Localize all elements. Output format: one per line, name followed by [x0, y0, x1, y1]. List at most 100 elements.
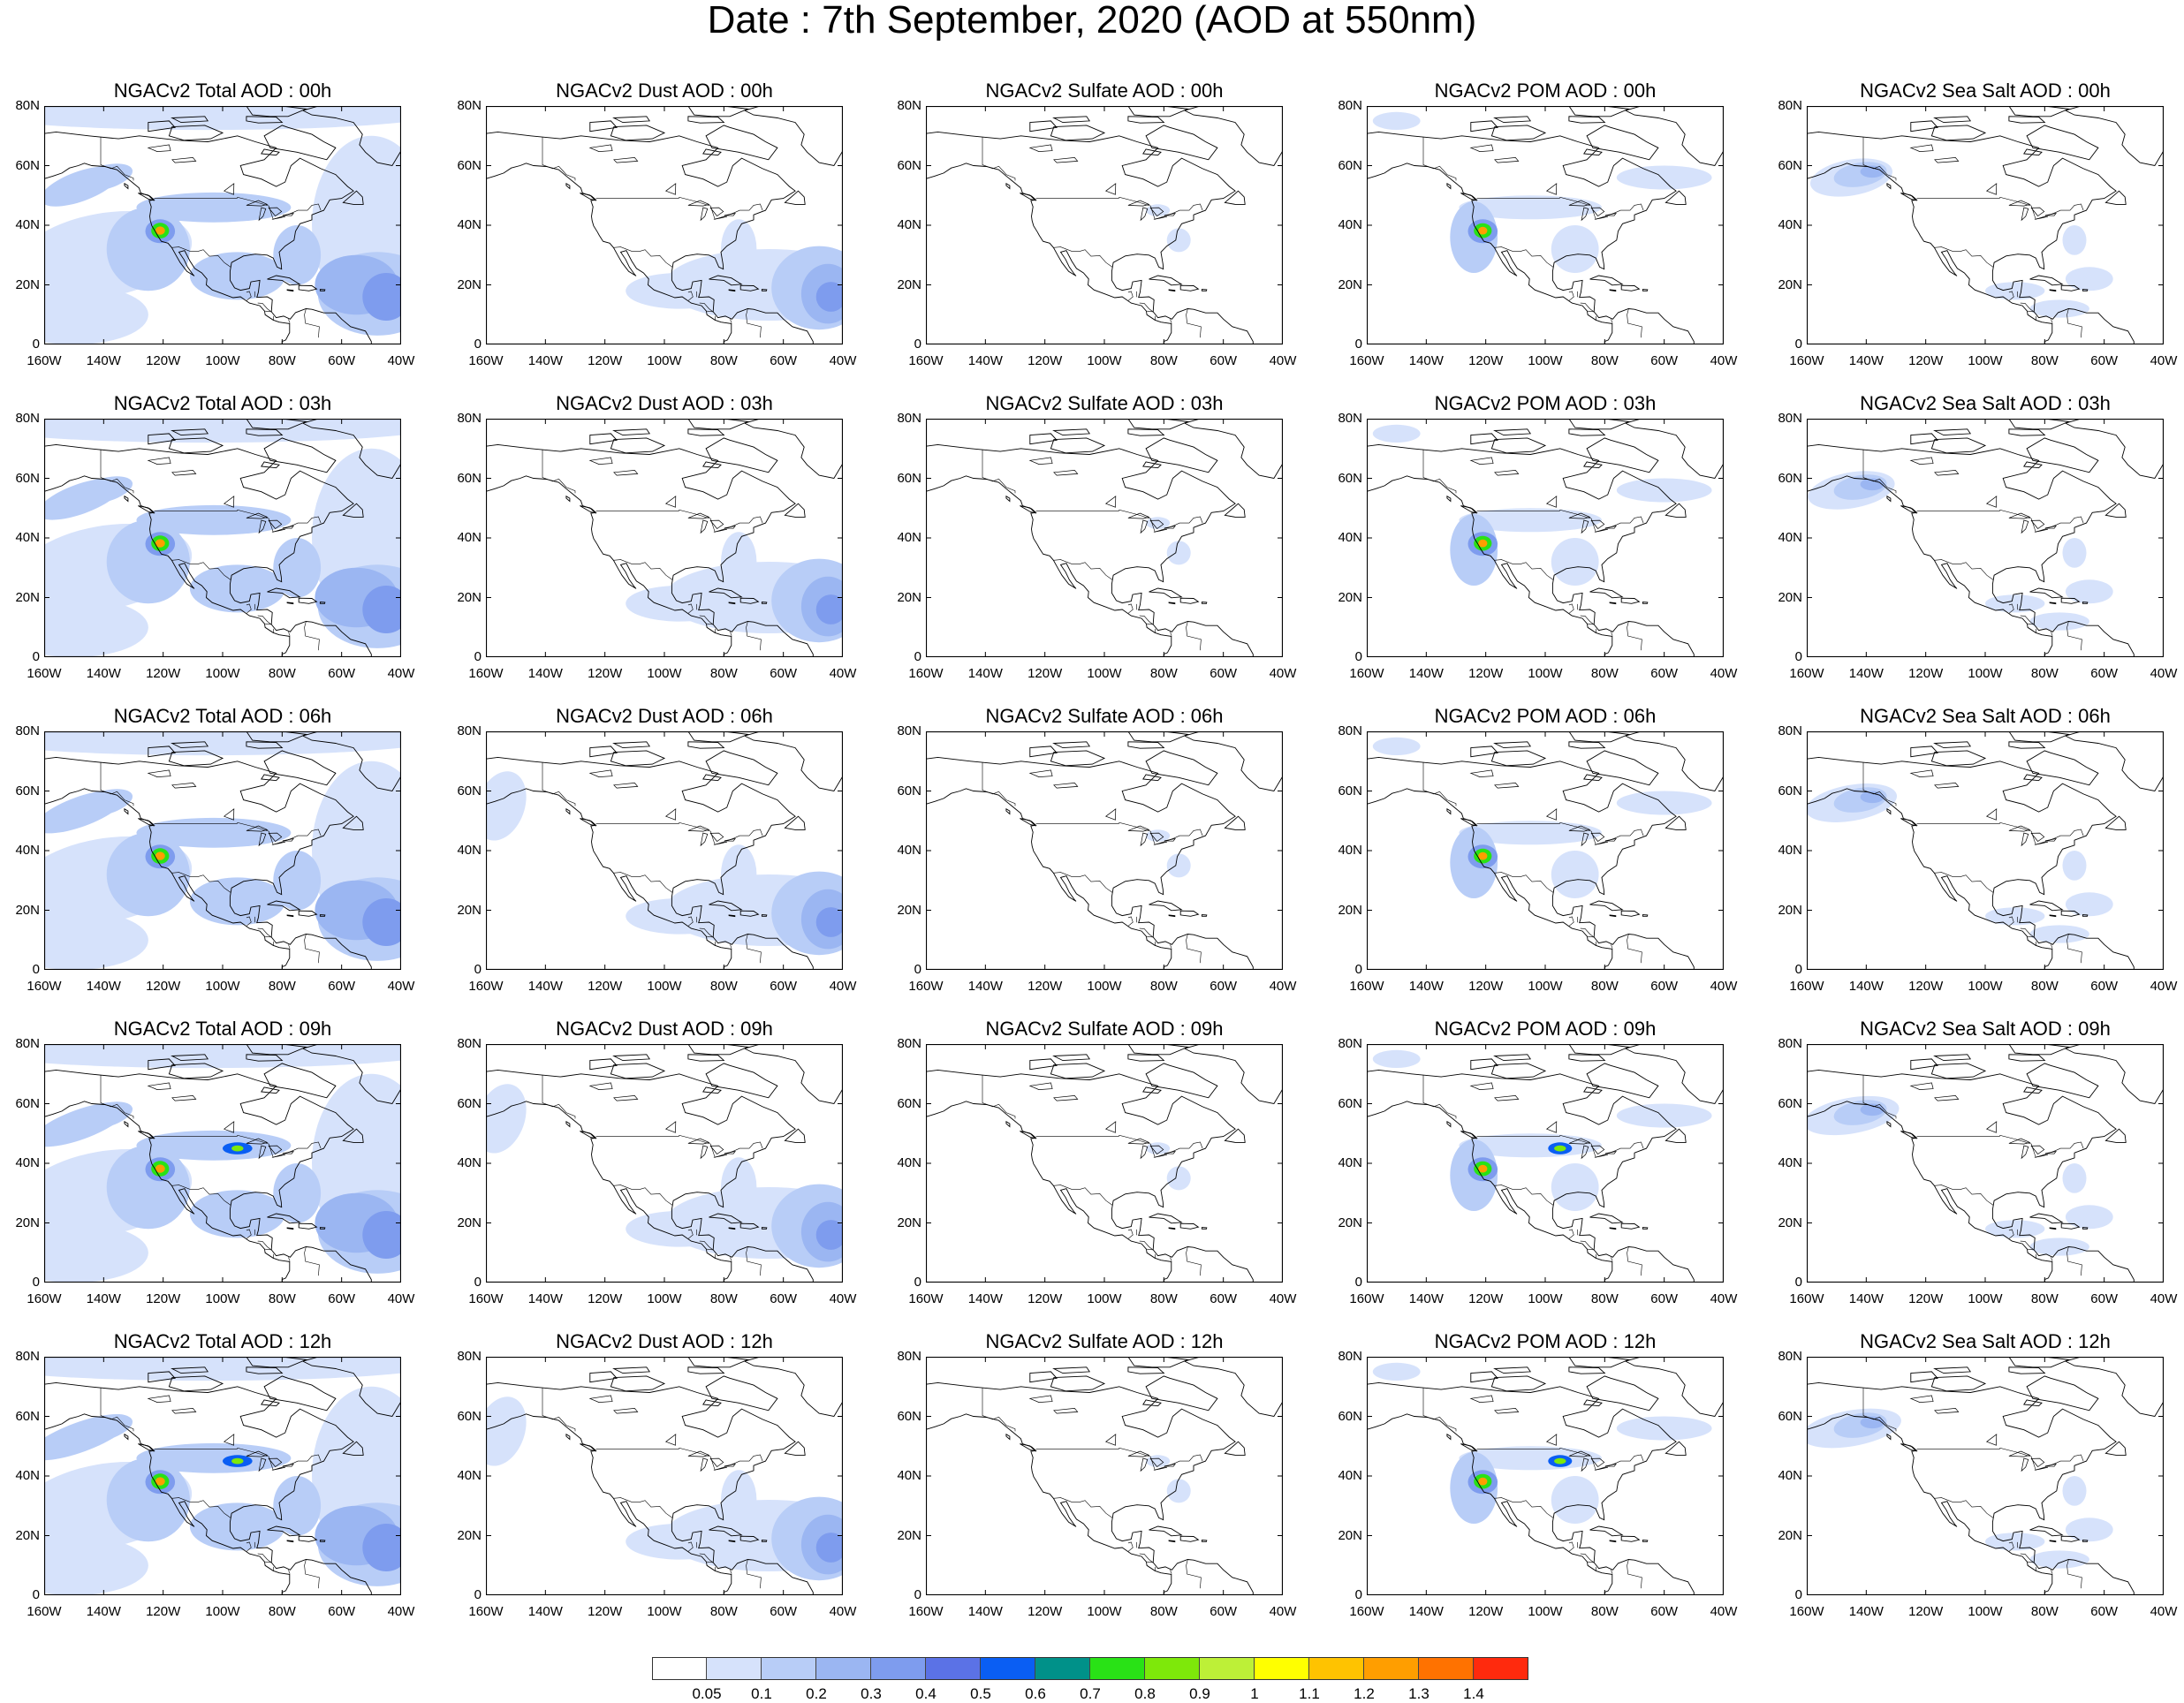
map-panel-sulfate-row3: NGACv2 Sulfate AOD : 09h 80N 60N 40N 20N 0 160… [882, 1018, 1323, 1309]
lat-tick-label: 40N [1778, 1468, 1802, 1483]
lon-tick-label: 40W [2150, 979, 2178, 994]
panel-title: NGACv2 Sea Salt AOD : 09h [1860, 1018, 2111, 1040]
lat-tick-label: 40N [1778, 530, 1802, 545]
lon-tick-label: 160W [27, 1291, 62, 1306]
lon-tick-label: 120W [1908, 353, 1944, 368]
lat-tick-label: 0 [914, 962, 921, 977]
lat-tick-label: 0 [32, 962, 40, 977]
main-title: Date : 7th September, 2020 (AOD at 550nm… [707, 0, 1477, 42]
lon-tick-label: 100W [1968, 979, 2003, 994]
aod-map [44, 106, 401, 344]
lon-tick-label: 120W [1028, 1604, 1063, 1619]
colorbar-label: 0.7 [1080, 1685, 1101, 1702]
colorbar-label: 1.2 [1354, 1685, 1375, 1702]
lat-tick-label: 40N [1338, 1155, 1362, 1170]
lat-tick-label: 0 [1794, 649, 1802, 664]
aod-map [1367, 1357, 1724, 1595]
lon-tick-label: 80W [2030, 666, 2059, 681]
lat-tick-label: 40N [457, 217, 482, 232]
lat-tick-label: 0 [1794, 337, 1802, 352]
lat-tick-label: 0 [1794, 962, 1802, 977]
lon-tick-label: 40W [1710, 1604, 1738, 1619]
lat-tick-label: 20N [1338, 276, 1362, 292]
map-panel-sulfate-row4: NGACv2 Sulfate AOD : 12h 80N 60N 40N 20N 0 160… [882, 1330, 1323, 1622]
lon-tick-label: 140W [527, 666, 563, 681]
lon-tick-label: 80W [268, 666, 296, 681]
lon-tick-label: 100W [647, 666, 682, 681]
lon-tick-label: 100W [647, 979, 682, 994]
lat-tick-label: 40N [1778, 1155, 1802, 1170]
aod-map [1367, 106, 1724, 344]
lon-tick-label: 100W [1528, 979, 1563, 994]
lon-tick-label: 40W [2150, 666, 2178, 681]
lat-tick-label: 20N [1338, 1527, 1362, 1543]
lon-tick-label: 60W [2090, 979, 2119, 994]
lat-tick-label: 80N [1778, 411, 1802, 426]
lat-tick-label: 20N [897, 1215, 921, 1230]
lon-tick-label: 60W [2090, 353, 2119, 368]
lon-tick-label: 160W [1789, 979, 1824, 994]
lat-tick-label: 40N [15, 217, 40, 232]
lon-tick-label: 80W [2030, 1291, 2059, 1306]
lat-tick-label: 40N [457, 1468, 482, 1483]
panel-title: NGACv2 POM AOD : 00h [1434, 79, 1657, 102]
lat-tick-label: 20N [897, 902, 921, 918]
lon-tick-label: 100W [1528, 666, 1563, 681]
lon-tick-label: 120W [1908, 979, 1944, 994]
panel-title: NGACv2 Total AOD : 03h [113, 392, 332, 414]
lon-tick-label: 120W [1468, 979, 1504, 994]
lon-tick-label: 100W [1968, 353, 2003, 368]
panel-title: NGACv2 Sulfate AOD : 12h [985, 1330, 1224, 1352]
aod-map [44, 1044, 401, 1283]
lat-tick-label: 20N [457, 276, 482, 292]
lat-tick-label: 0 [1794, 1587, 1802, 1602]
lat-tick-label: 40N [1778, 217, 1802, 232]
panel-title: NGACv2 Dust AOD : 12h [556, 1330, 773, 1352]
lat-tick-label: 60N [457, 1095, 482, 1111]
lon-tick-label: 40W [829, 979, 857, 994]
lat-tick-label: 20N [1338, 1215, 1362, 1230]
lat-tick-label: 0 [32, 649, 40, 664]
lon-tick-label: 60W [328, 353, 356, 368]
colorbar-label: 0.05 [692, 1685, 722, 1702]
lat-tick-label: 0 [1794, 1275, 1802, 1290]
lat-tick-label: 80N [15, 723, 40, 738]
lat-tick-label: 40N [15, 1155, 40, 1170]
lat-tick-label: 80N [15, 98, 40, 113]
lon-tick-label: 120W [1908, 1291, 1944, 1306]
colorbar-swatch [707, 1657, 762, 1680]
colorbar-label: 0.4 [915, 1685, 937, 1702]
lon-tick-label: 80W [2030, 979, 2059, 994]
lon-tick-label: 160W [468, 1604, 504, 1619]
lon-tick-label: 40W [829, 353, 857, 368]
lon-tick-label: 160W [1789, 666, 1824, 681]
lon-tick-label: 60W [2090, 1604, 2119, 1619]
colorbar-swatch [1364, 1657, 1419, 1680]
lon-tick-label: 80W [1149, 979, 1178, 994]
panel-title: NGACv2 Total AOD : 00h [113, 79, 332, 102]
lat-tick-label: 0 [1354, 337, 1362, 352]
lon-tick-label: 140W [86, 353, 121, 368]
lat-tick-label: 40N [1338, 843, 1362, 858]
lon-tick-label: 120W [146, 1604, 181, 1619]
lon-tick-label: 80W [1590, 1291, 1619, 1306]
lat-tick-label: 20N [457, 902, 482, 918]
lat-tick-label: 20N [15, 589, 40, 605]
lon-tick-label: 160W [1789, 1604, 1824, 1619]
panel-title: NGACv2 Sea Salt AOD : 06h [1860, 705, 2111, 727]
lon-tick-label: 60W [2090, 666, 2119, 681]
lat-tick-label: 60N [1338, 157, 1362, 173]
lon-tick-label: 80W [268, 979, 296, 994]
lon-tick-label: 160W [908, 353, 944, 368]
lat-tick-label: 80N [457, 723, 482, 738]
map-panel-dust-row1: NGACv2 Dust AOD : 03h 80N 60N 40N 20N 0 160W 14… [442, 392, 883, 684]
lat-tick-label: 20N [897, 1527, 921, 1543]
lon-tick-label: 160W [908, 1604, 944, 1619]
lat-tick-label: 80N [1338, 1036, 1362, 1051]
lon-tick-label: 60W [770, 1291, 798, 1306]
aod-map [1807, 731, 2164, 970]
lon-tick-label: 80W [2030, 353, 2059, 368]
lon-tick-label: 160W [1349, 666, 1384, 681]
lon-tick-label: 40W [387, 666, 415, 681]
lon-tick-label: 40W [387, 1291, 415, 1306]
